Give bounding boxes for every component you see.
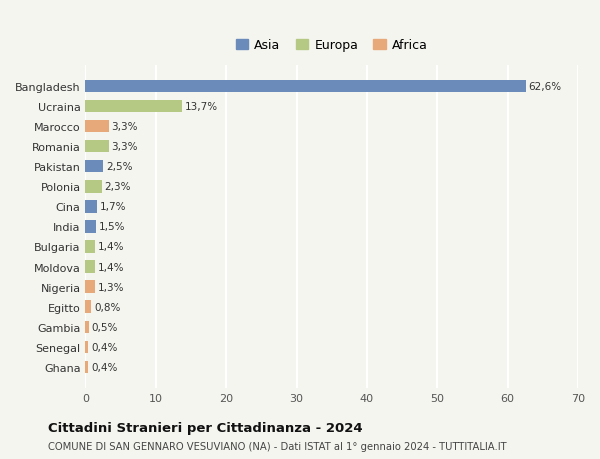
Text: 1,7%: 1,7% [100,202,127,212]
Bar [85,161,103,173]
Bar [85,140,109,153]
Legend: Asia, Europa, Africa: Asia, Europa, Africa [233,37,430,55]
Bar [85,261,95,273]
Bar [85,301,91,313]
Text: 1,3%: 1,3% [97,282,124,292]
Bar [85,361,88,373]
Text: 62,6%: 62,6% [529,82,562,92]
Bar [85,221,96,233]
Text: 13,7%: 13,7% [185,102,218,112]
Text: COMUNE DI SAN GENNARO VESUVIANO (NA) - Dati ISTAT al 1° gennaio 2024 - TUTTITALI: COMUNE DI SAN GENNARO VESUVIANO (NA) - D… [48,441,506,451]
Text: 1,4%: 1,4% [98,262,125,272]
Bar [85,341,88,353]
Text: 2,3%: 2,3% [104,182,131,192]
Bar [85,181,101,193]
Bar [85,241,95,253]
Text: 1,5%: 1,5% [99,222,125,232]
Bar [85,121,109,133]
Bar [85,321,89,333]
Text: 3,3%: 3,3% [112,142,138,152]
Text: Cittadini Stranieri per Cittadinanza - 2024: Cittadini Stranieri per Cittadinanza - 2… [48,421,362,434]
Text: 3,3%: 3,3% [112,122,138,132]
Text: 0,8%: 0,8% [94,302,121,312]
Text: 0,4%: 0,4% [91,362,118,372]
Bar [85,201,97,213]
Text: 0,4%: 0,4% [91,342,118,352]
Bar [85,281,95,293]
Bar [85,101,182,113]
Bar [85,81,526,93]
Text: 0,5%: 0,5% [92,322,118,332]
Text: 2,5%: 2,5% [106,162,133,172]
Text: 1,4%: 1,4% [98,242,125,252]
